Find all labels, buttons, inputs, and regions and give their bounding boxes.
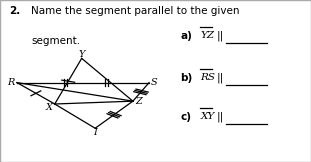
Text: Y: Y <box>78 50 85 59</box>
Text: 2.: 2. <box>9 6 21 17</box>
Text: I: I <box>93 128 97 137</box>
Text: ||: || <box>216 111 223 122</box>
Text: a): a) <box>180 31 192 41</box>
Text: Z: Z <box>135 97 142 106</box>
Text: b): b) <box>180 73 193 83</box>
Text: ||: || <box>216 30 223 41</box>
Text: ||: || <box>216 73 223 83</box>
Text: RS: RS <box>201 73 216 82</box>
Text: Name the segment parallel to the given: Name the segment parallel to the given <box>31 6 239 17</box>
Text: R: R <box>7 78 15 87</box>
Text: c): c) <box>180 112 191 122</box>
Text: S: S <box>151 78 157 87</box>
Text: XY: XY <box>201 112 215 121</box>
Text: YZ: YZ <box>201 31 215 40</box>
Text: X: X <box>45 103 52 112</box>
Text: segment.: segment. <box>31 36 80 46</box>
